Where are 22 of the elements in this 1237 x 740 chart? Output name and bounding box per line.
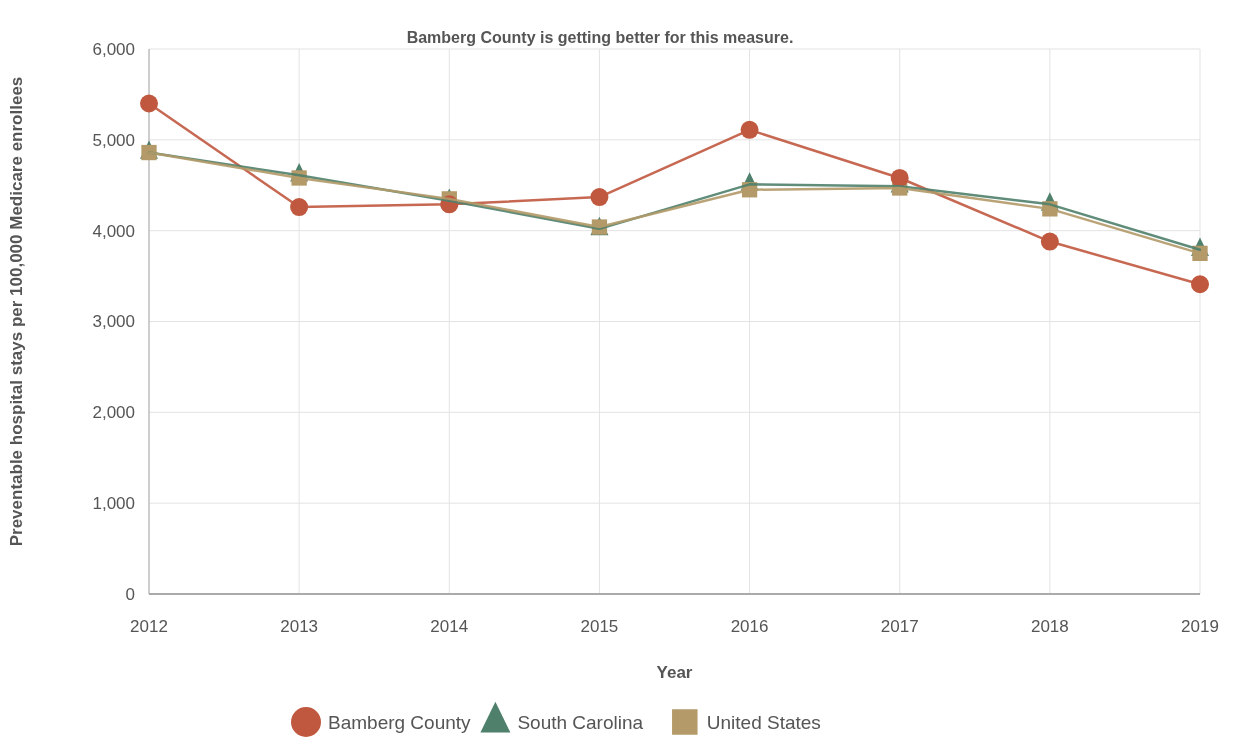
x-tick-label: 2018: [1030, 617, 1069, 636]
y-tick-label: 5,000: [92, 130, 135, 150]
x-tick-label: 2015: [580, 617, 619, 636]
y-tick-label: 3,000: [92, 312, 135, 332]
x-tick-label: 2016: [730, 617, 769, 636]
y-tick-label: 6,000: [92, 39, 135, 59]
legend-label: South Carolina: [517, 711, 644, 733]
y-tick-label: 0: [125, 584, 135, 604]
y-tick-label: 1,000: [92, 494, 135, 514]
y-tick-label: 4,000: [92, 221, 135, 241]
x-tick-label: 2012: [130, 617, 168, 636]
x-tick-label: 2013: [280, 617, 319, 636]
y-tick-label: 2,000: [92, 403, 135, 423]
point: [141, 144, 157, 161]
legend-label: United States: [706, 711, 821, 733]
chart-title: Bamberg County is getting better for this measure.: [406, 29, 794, 46]
y-axis-title: Preventable hospital stays per 100,000 Medicare enrollees: [7, 76, 26, 547]
x-tick-label: 2014: [430, 617, 469, 636]
x-axis-title: Year: [656, 663, 693, 682]
x-tick-label: 2017: [880, 617, 919, 636]
legend-label: Bamberg County: [328, 711, 472, 733]
x-tick-label: 2019: [1181, 617, 1219, 636]
